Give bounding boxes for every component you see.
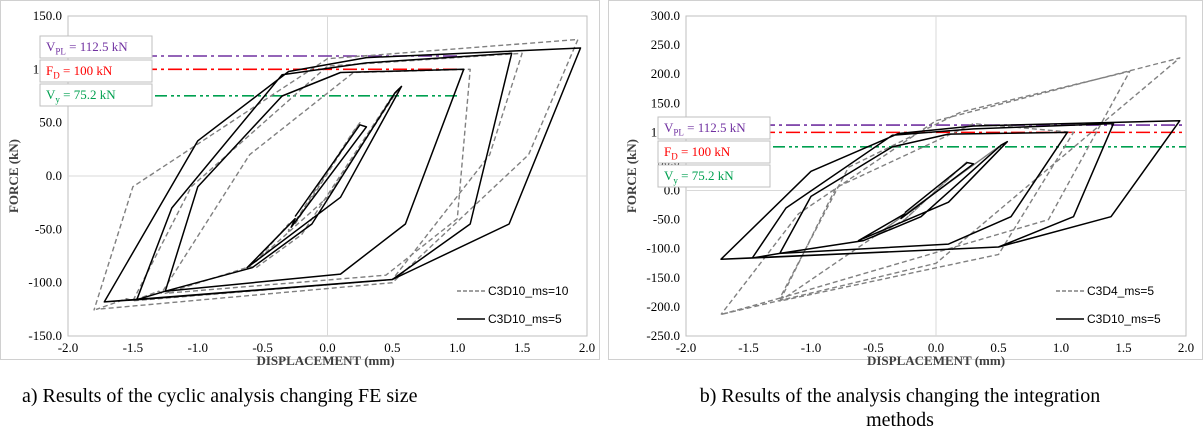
reference-label-wrap: FD = 100 kN [664,144,731,162]
reference-label: FD = 100 kN [46,63,113,81]
x-tick-label: -1.0 [187,340,208,355]
x-tick-label: 1.0 [1053,340,1069,355]
x-tick-label: 1.0 [449,340,465,355]
reference-label: VPL = 112.5 kN [664,120,746,138]
x-tick-label: -1.5 [123,340,144,355]
reference-label-box [39,35,153,59]
y-tick-label: 0.0 [46,168,62,183]
x-tick-label: 2.0 [1178,340,1194,355]
x-tick-label: 1.5 [1115,340,1131,355]
reference-label-box [657,164,771,188]
caption-b: b) Results of the analysis changing the … [640,384,1160,432]
y-tick-label: -150.0 [646,270,680,285]
y-tick-label: -50.0 [653,212,680,227]
series-line-C3D10_ms=5 [103,47,582,303]
chart-panel-a: -2.0-1.5-1.0-0.50.00.51.01.52.0150.0100.… [0,0,600,368]
caption-b-line-2: methods [866,409,934,431]
x-tick-label: -1.0 [801,340,822,355]
y-axis-title: FORCE (kN) [6,139,21,213]
legend-label: C3D10_ms=5 [488,312,562,326]
chart-panel-b: -2.0 -1.5 -1.0 -0.5 0.0 0.5 1.0 1.5 2.0 300.0 250.… [608,0,1203,368]
x-tick-label: 0.0 [928,340,944,355]
legend-label: C3D10_ms=5 [1087,312,1161,326]
reference-label-box [657,140,771,164]
y-axis-title: FORCE (kN) [624,139,639,213]
x-tick-label: 2.0 [579,340,595,355]
reference-label-wrap: VPL = 112.5 kN [664,120,746,138]
legend-label: C3D10_ms=10 [488,284,569,298]
x-tick-label: 0.5 [384,340,400,355]
x-tick-label: -2.0 [676,340,697,355]
y-tick-label: -250.0 [646,328,680,343]
series-line-C3D10_ms=10 [93,38,579,311]
y-tick-label: -100.0 [28,275,62,290]
x-axis-title: DISPLACEMENT (mm) [256,353,394,368]
x-tick-label: -2.0 [58,340,79,355]
x-axis-title: DISPLACEMENT (mm) [867,353,1005,368]
y-tick-label: 250.0 [651,37,680,52]
reference-label-box [39,59,153,83]
reference-label: Vy = 75.2 kN [46,87,116,105]
x-tick-label: -1.5 [738,340,759,355]
y-tick-label: -50.0 [35,221,62,236]
x-tick-label: 0.0 [319,340,335,355]
reference-label-wrap: FD = 100 kN [46,63,113,81]
reference-label: VPL = 112.5 kN [46,39,128,57]
y-tick-label: 150.0 [651,95,680,110]
y-tick-label: 50.0 [39,115,62,130]
reference-label-wrap: VPL = 112.5 kN [46,39,128,57]
x-tick-label: -0.5 [252,340,273,355]
x-tick-label: -0.5 [863,340,884,355]
reference-label: FD = 100 kN [664,144,731,162]
y-tick-label: 150.0 [33,8,62,23]
reference-label-wrap: Vy = 75.2 kN [46,87,116,105]
y-tick-label: 300.0 [651,8,680,23]
caption-a: a) Results of the cyclic analysis changi… [22,385,418,407]
caption-b-line-1: b) Results of the analysis changing the … [699,385,1101,407]
y-tick-label: -200.0 [646,299,680,314]
reference-label: Vy = 75.2 kN [664,168,734,186]
reference-label-box [39,83,153,107]
y-tick-label: -150.0 [28,328,62,343]
reference-label-box [657,116,771,140]
series-line-C3D4_ms=5 [720,57,1181,316]
x-tick-label: 0.5 [990,340,1006,355]
y-tick-label: -100.0 [646,241,680,256]
series-line-C3D10_ms=5 [720,119,1181,260]
reference-label-wrap: Vy = 75.2 kN [664,168,734,186]
legend-label: C3D4_ms=5 [1087,284,1154,298]
x-tick-label: 1.5 [514,340,530,355]
y-tick-label: 200.0 [651,66,680,81]
